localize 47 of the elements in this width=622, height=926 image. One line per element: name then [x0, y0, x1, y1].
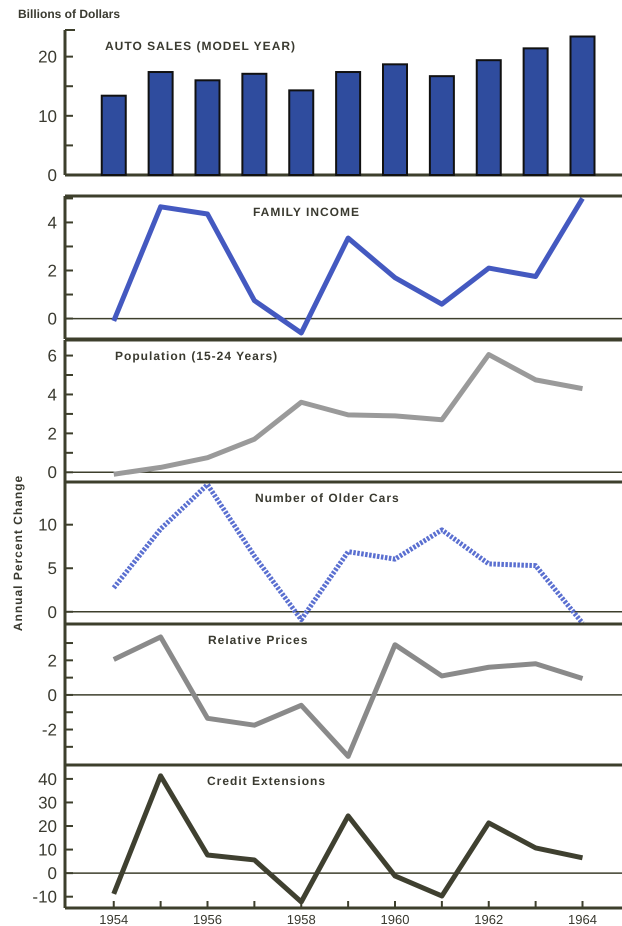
y-tick-label: 30 [38, 793, 57, 812]
y-tick-label: 2 [48, 424, 57, 444]
bar [288, 89, 314, 176]
y-tick-label: -2 [42, 720, 57, 740]
y-tick-label: 4 [48, 213, 57, 232]
y-tick-label: 0 [48, 463, 57, 482]
y-tick-label: 40 [38, 770, 57, 789]
text: Relative Prices [208, 633, 308, 647]
text: Credit Extensions [207, 774, 326, 788]
y-tick-label: 10 [38, 106, 57, 126]
y-tick-label: 0 [48, 310, 57, 329]
text: Number of Older Cars [255, 491, 400, 505]
bar [100, 94, 127, 176]
x-tick-label: 1964 [568, 912, 597, 926]
y-tick-label: 10 [38, 840, 57, 860]
y-tick-label: 0 [48, 602, 57, 622]
x-tick-label: 1960 [380, 912, 410, 926]
bar [241, 72, 268, 176]
bar [570, 36, 596, 176]
y-tick-label: 10 [38, 516, 57, 535]
y-tick-label: 20 [38, 48, 57, 67]
text: FAMILY INCOME [253, 205, 360, 219]
text: AUTO SALES (MODEL YEAR) [105, 39, 296, 53]
y-axis-title: Annual Percent Change [11, 474, 25, 632]
bar [522, 47, 549, 176]
x-tick-label: 1956 [193, 912, 222, 926]
text: Population (15-24 Years) [115, 349, 278, 363]
y-axis-title: Billions of Dollars [18, 7, 120, 21]
y-tick-label: 4 [48, 385, 57, 404]
bar [428, 75, 455, 176]
x-tick-label: 1962 [474, 912, 504, 926]
x-tick-label: 1958 [286, 912, 316, 926]
y-tick-label: 0 [48, 686, 57, 705]
y-tick-label: 0 [48, 864, 57, 884]
bar [476, 59, 502, 176]
y-tick-label: 2 [48, 651, 57, 670]
y-tick-label: 20 [38, 816, 57, 836]
bar [148, 71, 174, 176]
bar [194, 79, 220, 176]
y-tick-label: 0 [48, 166, 57, 185]
bar [382, 63, 408, 176]
y-tick-label: -10 [32, 888, 57, 907]
y-tick-label: 6 [48, 346, 57, 366]
y-tick-label: 2 [48, 261, 57, 280]
bar [335, 71, 362, 176]
y-tick-label: 5 [48, 559, 57, 578]
x-tick-label: 1954 [99, 912, 128, 926]
